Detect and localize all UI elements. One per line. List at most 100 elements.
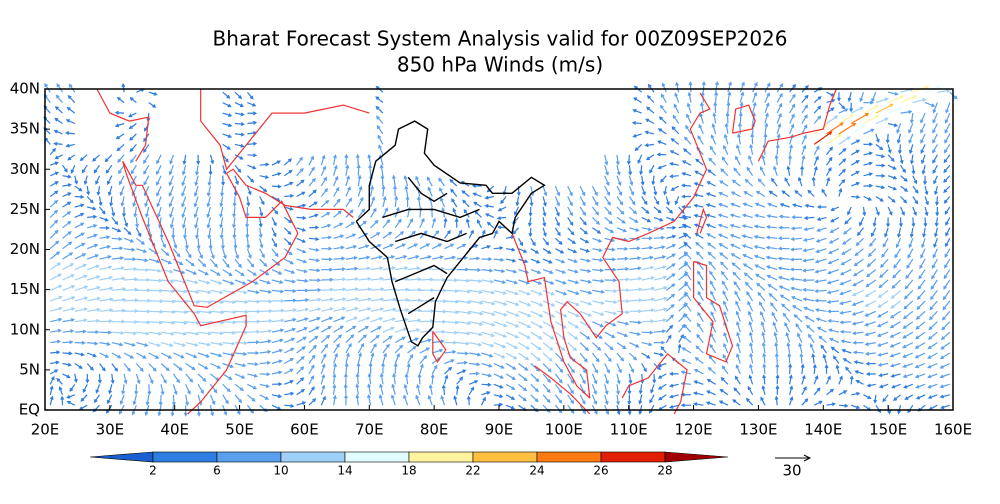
wind-vector — [119, 175, 125, 186]
wind-vector — [939, 394, 950, 399]
wind-vector — [555, 289, 568, 296]
wind-vector — [752, 101, 757, 114]
wind-vector — [937, 88, 951, 93]
wind-vector — [592, 289, 605, 294]
wind-vector — [456, 321, 472, 326]
wind-vector — [136, 288, 152, 293]
wind-vector — [67, 95, 76, 104]
wind-vector — [713, 101, 718, 114]
wind-vector — [49, 209, 59, 218]
wind-vector — [807, 333, 815, 343]
wind-vector — [875, 173, 886, 178]
wind-vector — [909, 154, 914, 165]
wind-vector — [896, 133, 902, 144]
wind-vector — [375, 115, 384, 124]
wind-vector — [124, 309, 139, 314]
wind-vector — [259, 185, 268, 193]
wind-vector — [481, 310, 496, 316]
wind-vector — [271, 404, 282, 410]
wind-vector — [54, 117, 63, 124]
wind-vector — [444, 289, 459, 294]
wind-vector — [136, 277, 151, 282]
wind-vector — [161, 310, 176, 315]
wind-vector — [729, 223, 741, 229]
wind-vector — [641, 319, 655, 324]
wind-vector — [653, 235, 666, 240]
wind-vector — [579, 196, 586, 207]
wind-vector — [58, 386, 64, 396]
wind-vector — [768, 292, 778, 302]
wind-vector — [357, 185, 363, 197]
wind-vector — [764, 112, 769, 124]
wind-vector — [530, 300, 544, 307]
wind-vector — [897, 227, 902, 238]
wind-vector — [604, 363, 610, 374]
coastline — [696, 207, 708, 234]
wind-vector — [210, 342, 224, 347]
wind-vector — [427, 394, 433, 406]
wind-vector — [838, 102, 846, 110]
wind-vector — [415, 175, 421, 187]
wind-vector — [247, 362, 259, 367]
wind-vector — [708, 355, 717, 364]
wind-vector — [629, 276, 643, 281]
wind-vector — [148, 268, 162, 273]
wind-vector — [555, 342, 566, 352]
wind-vector — [770, 177, 778, 187]
wind-vector — [62, 220, 72, 229]
wind-vector — [247, 289, 260, 295]
coastline — [731, 104, 756, 134]
wind-vector — [814, 298, 827, 303]
wind-vector — [682, 232, 692, 239]
wind-vector — [554, 206, 560, 217]
wind-vector — [862, 206, 867, 217]
wind-vector — [469, 342, 483, 347]
wind-vector — [604, 278, 618, 283]
wind-vector — [123, 217, 129, 228]
wind-vector — [234, 91, 243, 100]
wind-vector — [629, 287, 643, 292]
wind-vector — [604, 237, 616, 243]
wind-vector — [284, 298, 298, 303]
wind-vector — [74, 307, 89, 312]
wind-vector — [697, 322, 704, 333]
wind-vector — [194, 217, 199, 229]
lat-label: 20N — [10, 240, 40, 258]
wind-vector — [653, 196, 660, 206]
wind-vector — [185, 238, 189, 250]
wind-vector — [932, 123, 938, 134]
wind-vector — [481, 352, 494, 358]
wind-vector — [196, 238, 201, 250]
wind-vector — [168, 185, 174, 197]
wind-vector — [616, 216, 626, 224]
wind-vector — [816, 216, 827, 221]
wind-vector — [87, 224, 98, 229]
wind-vector — [902, 310, 914, 320]
wind-vector — [721, 156, 729, 166]
wind-vector — [875, 117, 889, 125]
wind-vector — [136, 309, 152, 314]
wind-vector — [694, 232, 704, 239]
wind-vector — [674, 196, 680, 206]
wind-vector — [604, 196, 611, 206]
wind-vector — [684, 260, 692, 270]
wind-vector — [284, 357, 294, 365]
wind-vector — [49, 199, 59, 208]
wind-vector — [554, 363, 564, 373]
wind-vector — [148, 373, 154, 385]
wind-vector — [736, 320, 741, 333]
wind-vector — [308, 155, 314, 166]
wind-vector — [542, 352, 553, 362]
wind-vector — [542, 363, 552, 373]
wind-vector — [210, 331, 225, 336]
wind-vector — [746, 166, 754, 177]
wind-vector — [666, 244, 677, 250]
wind-vector — [79, 154, 88, 162]
wind-vector — [757, 178, 766, 187]
wind-vector — [345, 287, 360, 292]
wind-vector — [781, 190, 790, 197]
wind-vector — [707, 251, 717, 260]
wind-vector — [813, 145, 820, 156]
wind-vector — [697, 280, 704, 291]
wind-vector — [650, 384, 655, 394]
